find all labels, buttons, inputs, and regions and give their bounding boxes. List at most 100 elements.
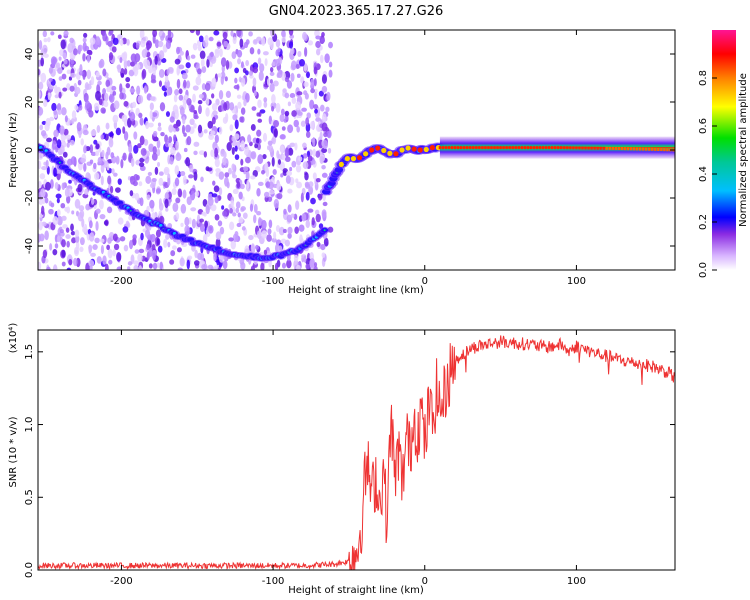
noise-speck — [286, 259, 292, 269]
noise-speck — [207, 120, 214, 129]
noise-speck — [62, 52, 67, 60]
noise-speck — [279, 134, 286, 140]
noise-speck — [240, 77, 246, 87]
noise-speck — [164, 75, 169, 83]
curve-right-ridge — [563, 146, 566, 150]
noise-speck — [314, 30, 320, 37]
noise-speck — [289, 93, 296, 99]
noise-speck — [55, 62, 61, 69]
noise-speck — [216, 41, 222, 47]
noise-speck — [305, 219, 310, 229]
noise-speck — [220, 74, 225, 85]
noise-speck — [181, 124, 186, 135]
noise-speck — [174, 165, 180, 176]
noise-speck — [305, 131, 311, 139]
noise-speck — [138, 248, 145, 254]
noise-speck — [273, 198, 280, 209]
noise-speck — [252, 66, 259, 74]
noise-speck — [234, 67, 239, 74]
noise-speck — [321, 74, 328, 84]
noise-speck — [194, 249, 198, 259]
noise-speck — [77, 79, 82, 86]
noise-speck — [95, 90, 101, 101]
noise-speck — [78, 104, 83, 111]
noise-speck — [290, 60, 297, 71]
noise-speck — [254, 143, 259, 149]
noise-speck — [135, 174, 140, 181]
curve-right-ridge — [508, 146, 511, 150]
curve-right-ridge — [660, 148, 663, 152]
curve-right-ridge — [611, 146, 615, 150]
noise-speck — [236, 30, 242, 37]
noise-speck — [130, 61, 136, 67]
noise-speck — [83, 92, 89, 103]
noise-speck — [119, 38, 124, 46]
curve-right-ridge — [544, 146, 548, 150]
noise-speck — [169, 156, 174, 165]
noise-speck — [100, 175, 104, 186]
noise-speck — [281, 262, 287, 269]
noise-speck — [218, 187, 223, 196]
noise-speck — [38, 81, 44, 90]
noise-speck — [164, 198, 169, 209]
noise-speck — [140, 232, 144, 241]
noise-speck — [237, 101, 242, 109]
curve-left-peak-hi — [323, 229, 326, 232]
noise-speck — [139, 39, 146, 48]
spectrogram-x-tick-label: -200 — [110, 276, 133, 287]
snr-y-tick-label: 0.0 — [24, 562, 35, 578]
noise-speck — [213, 185, 220, 193]
noise-speck — [157, 245, 163, 253]
noise-speck — [168, 136, 173, 143]
curve-right-ridge — [505, 146, 508, 150]
noise-speck — [321, 252, 326, 258]
noise-speck — [52, 264, 58, 270]
curve-right-ridge — [644, 147, 648, 151]
noise-speck — [40, 72, 47, 83]
curve-mid-hot — [356, 155, 363, 161]
noise-speck — [277, 69, 283, 79]
noise-speck — [173, 134, 177, 143]
noise-speck — [245, 70, 249, 76]
noise-speck — [166, 68, 170, 76]
noise-speck — [211, 77, 217, 88]
curve-mid-hot — [375, 145, 381, 151]
noise-speck — [95, 36, 101, 46]
noise-speck — [312, 172, 317, 180]
noise-speck — [206, 167, 213, 172]
noise-speck — [80, 157, 86, 164]
noise-speck — [139, 30, 145, 39]
noise-speck — [182, 189, 187, 199]
noise-speck — [132, 101, 137, 108]
noise-speck — [174, 177, 180, 187]
noise-speck — [225, 112, 229, 123]
spectrogram-y-tick-label: -20 — [24, 190, 35, 206]
noise-speck — [219, 48, 223, 58]
noise-speck — [161, 57, 167, 63]
noise-speck — [236, 181, 241, 189]
noise-speck — [229, 221, 235, 231]
noise-speck — [178, 94, 184, 101]
noise-speck — [307, 208, 314, 213]
noise-speck — [123, 131, 129, 141]
noise-speck — [326, 91, 331, 102]
noise-speck — [167, 223, 173, 229]
noise-speck — [145, 150, 150, 157]
curve-right-ridge — [444, 146, 448, 150]
curve-right-ridge — [535, 146, 539, 150]
noise-speck — [295, 63, 300, 70]
noise-speck — [148, 247, 153, 258]
noise-speck — [39, 173, 46, 180]
noise-speck — [106, 164, 110, 171]
noise-speck — [105, 263, 109, 270]
noise-speck — [229, 207, 233, 214]
noise-speck — [238, 217, 244, 224]
noise-speck — [246, 179, 250, 190]
noise-speck — [293, 254, 299, 262]
noise-speck — [257, 48, 261, 55]
noise-speck — [261, 37, 266, 46]
curve-right-ridge — [663, 148, 666, 152]
snr-ticks: -200 -100 0 100 0.0 0.5 1.0 1.5 — [24, 330, 675, 587]
noise-speck — [261, 230, 268, 239]
noise-speck — [158, 68, 165, 78]
